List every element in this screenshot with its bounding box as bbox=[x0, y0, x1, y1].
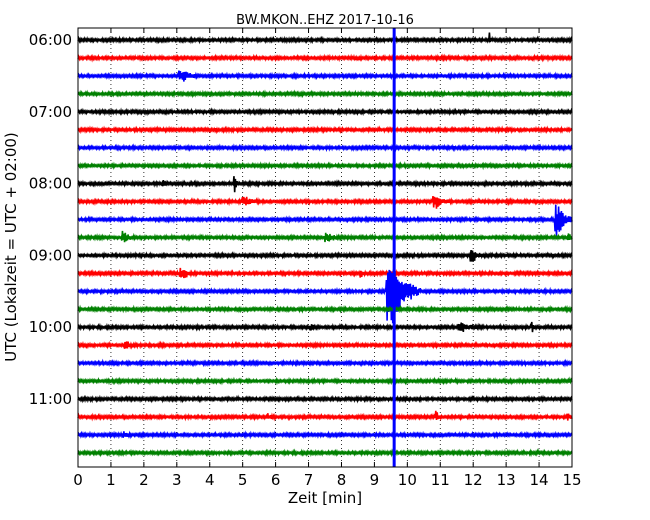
trace-0745 bbox=[77, 161, 573, 171]
x-tick-label-15: 15 bbox=[562, 471, 581, 489]
trace-0730 bbox=[77, 143, 573, 153]
plot-frame bbox=[77, 27, 573, 468]
trace-0600 bbox=[77, 32, 573, 45]
x-tick-label-14: 14 bbox=[530, 471, 549, 489]
y-tick-label-5: 11:00 bbox=[29, 390, 72, 408]
x-tick-label-12: 12 bbox=[464, 471, 483, 489]
x-tick-label-8: 8 bbox=[337, 471, 347, 489]
y-tick-label-3: 09:00 bbox=[29, 246, 72, 264]
y-tick-label-2: 08:00 bbox=[29, 175, 72, 193]
trace-0915 bbox=[77, 267, 573, 279]
trace-1015 bbox=[77, 340, 573, 350]
x-tick-label-9: 9 bbox=[370, 471, 380, 489]
trace-1115 bbox=[77, 410, 573, 422]
y-axis-label: UTC (Lokalzeit = UTC + 02:00) bbox=[2, 132, 20, 362]
trace-0930 bbox=[77, 269, 573, 324]
trace-0830 bbox=[77, 204, 573, 238]
trace-0800 bbox=[77, 176, 573, 193]
trace-0900 bbox=[77, 249, 573, 262]
trace-1030 bbox=[77, 358, 573, 368]
x-tick-label-4: 4 bbox=[205, 471, 215, 489]
y-tick-label-0: 06:00 bbox=[29, 31, 72, 49]
y-tick-label-4: 10:00 bbox=[29, 318, 72, 336]
trace-1045 bbox=[77, 376, 573, 386]
x-tick-label-2: 2 bbox=[139, 471, 149, 489]
trace-1130 bbox=[77, 430, 573, 440]
y-axis-ticks: 06:00 07:00 08:00 09:00 10:00 11:00 bbox=[29, 31, 572, 408]
x-axis-ticks: 0 1 2 3 4 5 6 7 8 9 10 11 12 13 14 15 bbox=[73, 28, 582, 489]
x-tick-label-13: 13 bbox=[497, 471, 516, 489]
trace-0645 bbox=[77, 89, 573, 99]
y-tick-label-1: 07:00 bbox=[29, 103, 72, 121]
x-tick-label-3: 3 bbox=[172, 471, 182, 489]
trace-1100 bbox=[77, 394, 573, 404]
trace-0945 bbox=[77, 304, 573, 314]
x-tick-label-0: 0 bbox=[73, 471, 83, 489]
trace-0700 bbox=[77, 107, 573, 117]
x-tick-label-7: 7 bbox=[304, 471, 314, 489]
seismic-traces bbox=[77, 32, 573, 458]
trace-1000 bbox=[77, 321, 573, 333]
x-tick-label-6: 6 bbox=[271, 471, 281, 489]
chart-title: BW.MKON..EHZ 2017-10-16 bbox=[236, 13, 414, 28]
trace-0630 bbox=[77, 70, 573, 82]
x-axis-label: Zeit [min] bbox=[288, 489, 362, 507]
trace-0615 bbox=[77, 53, 573, 63]
x-tick-label-5: 5 bbox=[238, 471, 248, 489]
x-tick-label-10: 10 bbox=[398, 471, 417, 489]
x-tick-label-11: 11 bbox=[431, 471, 450, 489]
trace-1145 bbox=[77, 448, 573, 458]
trace-0815 bbox=[77, 195, 573, 209]
x-tick-label-1: 1 bbox=[106, 471, 116, 489]
trace-0845 bbox=[77, 230, 573, 243]
trace-0715 bbox=[77, 125, 573, 135]
